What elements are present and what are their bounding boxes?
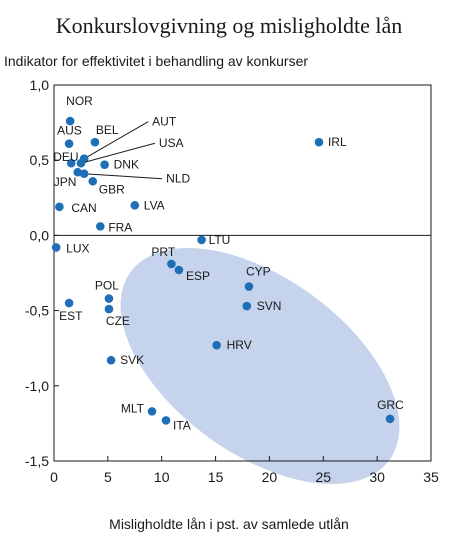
point-label: DEU bbox=[53, 150, 78, 164]
x-tick-label: 5 bbox=[104, 469, 112, 485]
chart-title: Konkurslovgivning og misligholdte lån bbox=[56, 13, 403, 38]
data-point bbox=[385, 414, 395, 424]
data-point bbox=[147, 407, 157, 416]
point-label: CZE bbox=[106, 314, 130, 328]
point-label: MLT bbox=[121, 401, 145, 415]
point-label: LTU bbox=[209, 233, 231, 247]
data-point bbox=[79, 169, 89, 179]
point-label: GRC bbox=[377, 398, 404, 412]
data-point bbox=[212, 340, 221, 350]
data-point bbox=[242, 301, 252, 311]
point-label: EST bbox=[59, 309, 83, 323]
point-label: LUX bbox=[66, 241, 89, 255]
x-tick-label: 10 bbox=[154, 469, 170, 485]
data-point bbox=[90, 137, 100, 147]
data-point bbox=[73, 167, 82, 177]
point-label: NOR bbox=[66, 94, 93, 108]
data-point bbox=[106, 355, 116, 365]
point-label: ITA bbox=[173, 418, 191, 432]
data-point bbox=[65, 116, 75, 126]
y-tick-label: 0,0 bbox=[30, 227, 50, 243]
y-tick-label: 0,5 bbox=[30, 152, 50, 168]
point-label: AUS bbox=[57, 124, 82, 138]
data-point bbox=[64, 298, 74, 308]
y-tick-label: -1,5 bbox=[25, 453, 49, 469]
data-point bbox=[55, 202, 64, 212]
x-tick-label: 30 bbox=[369, 469, 385, 485]
data-point bbox=[104, 294, 114, 303]
point-label: USA bbox=[159, 136, 184, 150]
data-point bbox=[64, 139, 74, 148]
data-point bbox=[167, 259, 176, 269]
highlight-ellipse bbox=[120, 248, 400, 484]
x-axis-label: Misligholdte lån i pst. av samlede utlån bbox=[109, 516, 349, 532]
data-point bbox=[66, 158, 76, 168]
data-point bbox=[100, 160, 109, 170]
x-tick-label: 35 bbox=[423, 469, 439, 485]
data-point bbox=[76, 158, 86, 168]
y-tick-label: -1,0 bbox=[25, 378, 49, 394]
plot-frame bbox=[53, 84, 432, 462]
data-point bbox=[161, 416, 171, 425]
point-label: BEL bbox=[96, 123, 119, 137]
point-label: HRV bbox=[227, 338, 252, 352]
data-point bbox=[174, 265, 184, 275]
data-point bbox=[96, 222, 105, 231]
point-label: DNK bbox=[114, 158, 139, 172]
data-point bbox=[314, 137, 324, 147]
point-label: IRL bbox=[328, 135, 347, 149]
leader-line bbox=[83, 121, 149, 160]
y-tick-label: 1,0 bbox=[30, 77, 50, 93]
data-point bbox=[197, 235, 206, 245]
point-label: CAN bbox=[71, 201, 96, 215]
data-point bbox=[130, 201, 140, 210]
data-point bbox=[51, 243, 61, 252]
point-label: CYP bbox=[246, 265, 271, 279]
leader-line bbox=[80, 142, 156, 164]
point-label: FRA bbox=[108, 220, 132, 234]
y-axis-label: Indikator for effektivitet i behandling … bbox=[4, 53, 308, 69]
point-label: GBR bbox=[99, 182, 125, 196]
x-tick-label: 20 bbox=[262, 469, 278, 485]
point-label: SVK bbox=[120, 353, 144, 367]
point-label: LVA bbox=[144, 198, 165, 212]
x-tick-label: 0 bbox=[50, 469, 58, 485]
point-label: PRT bbox=[151, 245, 175, 259]
x-tick-label: 15 bbox=[208, 469, 224, 485]
point-label: POL bbox=[95, 279, 119, 293]
leader-line bbox=[84, 173, 163, 180]
y-tick-label: -0,5 bbox=[25, 303, 49, 319]
data-point bbox=[104, 304, 114, 314]
point-label: NLD bbox=[166, 172, 190, 186]
point-label: ESP bbox=[186, 269, 210, 283]
point-label: JPN bbox=[54, 175, 77, 189]
data-point bbox=[88, 176, 98, 186]
point-label: AUT bbox=[152, 115, 177, 129]
x-tick-label: 25 bbox=[315, 469, 331, 485]
data-point bbox=[244, 282, 254, 291]
point-label: SVN bbox=[257, 299, 282, 313]
